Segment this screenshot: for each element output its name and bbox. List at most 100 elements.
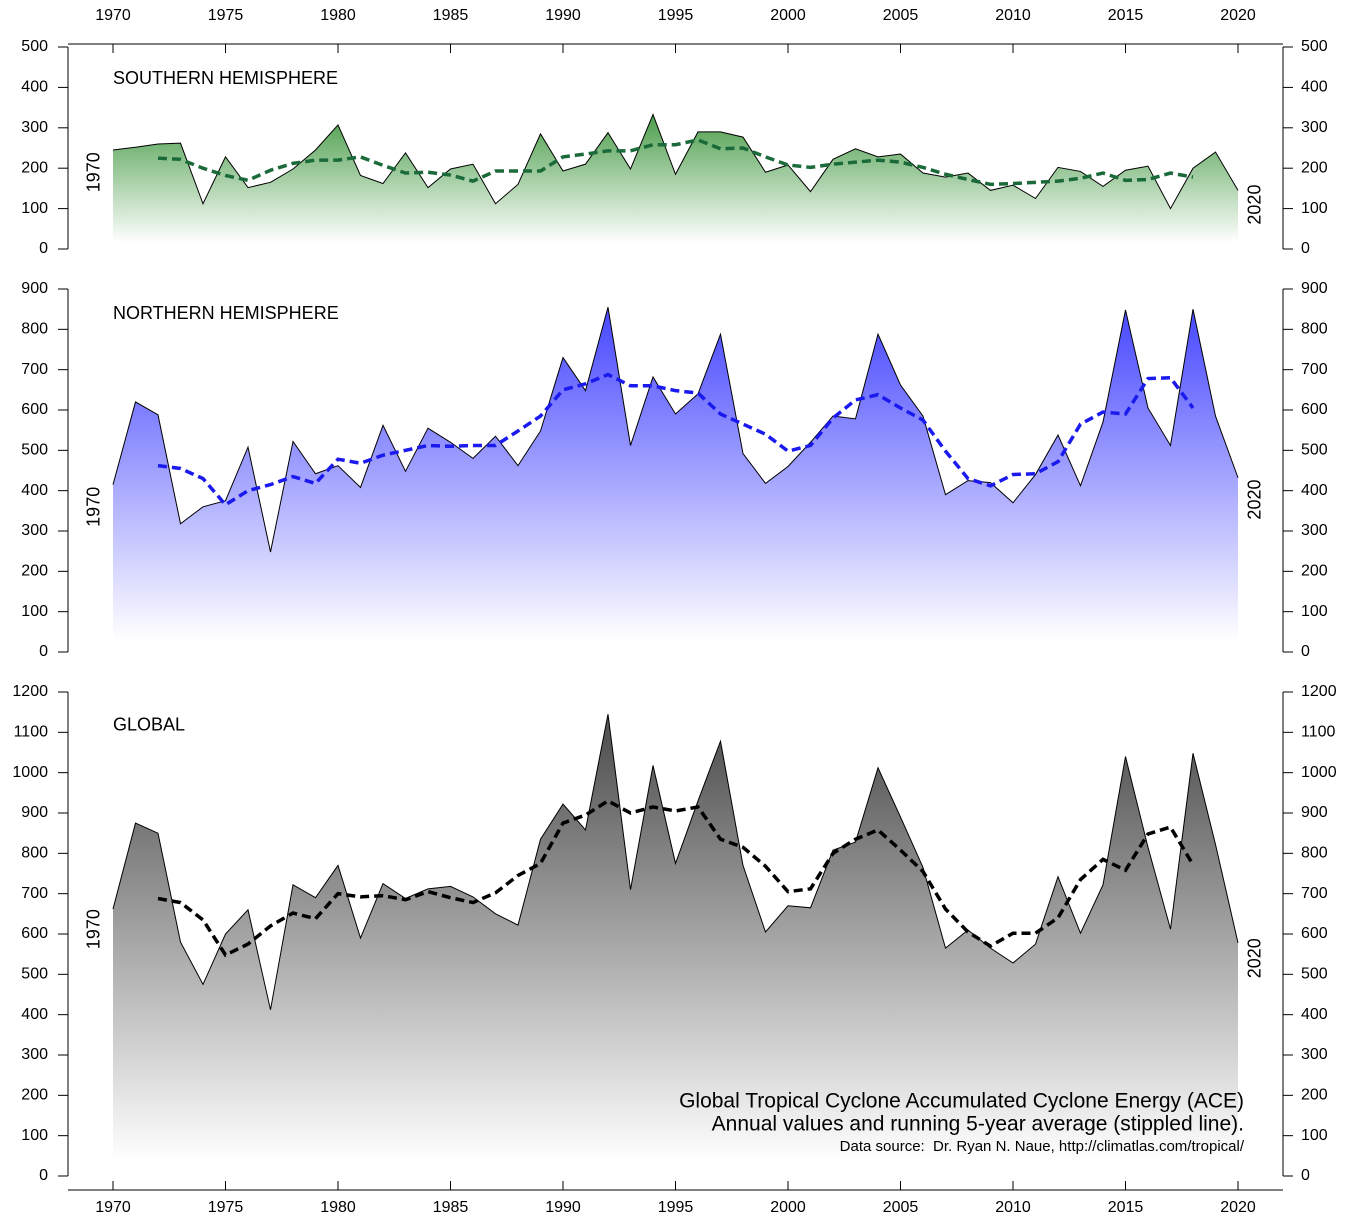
y-tick-label: 400 bbox=[1301, 1006, 1328, 1023]
y-tick-label: 400 bbox=[21, 79, 48, 96]
y-tick-label: 900 bbox=[21, 804, 48, 821]
y-tick-label: 300 bbox=[1301, 1046, 1328, 1063]
y-tick-label: 1000 bbox=[12, 764, 48, 781]
panel-title: GLOBAL bbox=[113, 714, 185, 734]
panel-title: SOUTHERN HEMISPHERE bbox=[113, 68, 338, 88]
x-tick-label: 2020 bbox=[1220, 7, 1256, 24]
y-tick-label: 500 bbox=[1301, 966, 1328, 983]
x-tick-label: 2010 bbox=[995, 1199, 1031, 1216]
x-tick-label: 2020 bbox=[1220, 1199, 1256, 1216]
x-tick-label: 2015 bbox=[1108, 1199, 1144, 1216]
panel-title: NORTHERN HEMISPHERE bbox=[113, 303, 339, 323]
end-year-label: 2020 bbox=[1245, 185, 1265, 225]
area bbox=[113, 714, 1238, 1176]
y-tick-label: 700 bbox=[1301, 361, 1328, 378]
x-tick-label: 2015 bbox=[1108, 7, 1144, 24]
y-tick-label: 500 bbox=[21, 442, 48, 459]
x-tick-label: 2005 bbox=[883, 1199, 919, 1216]
y-tick-label: 0 bbox=[1301, 240, 1310, 257]
running-average-line bbox=[157, 798, 1195, 958]
y-tick-label: 200 bbox=[1301, 563, 1328, 580]
note: Data source: Dr. Ryan N. Naue, http://cl… bbox=[840, 1138, 1245, 1155]
note: Global Tropical Cyclone Accumulated Cycl… bbox=[679, 1090, 1244, 1113]
y-tick-label: 600 bbox=[1301, 925, 1328, 942]
y-tick-label: 500 bbox=[1301, 442, 1328, 459]
annual-line bbox=[112, 113, 1239, 210]
x-tick-label: 1990 bbox=[545, 1199, 581, 1216]
end-year-label: 2020 bbox=[1245, 480, 1265, 520]
y-tick-label: 500 bbox=[1301, 38, 1328, 55]
y-tick-label: 100 bbox=[1301, 603, 1328, 620]
y-tick-label: 700 bbox=[1301, 885, 1328, 902]
y-tick-label: 0 bbox=[39, 240, 48, 257]
y-tick-label: 200 bbox=[21, 159, 48, 176]
y-tick-label: 800 bbox=[21, 845, 48, 862]
x-tick-label: 1980 bbox=[320, 7, 356, 24]
y-tick-label: 200 bbox=[21, 563, 48, 580]
y-tick-label: 500 bbox=[21, 38, 48, 55]
y-tick-label: 100 bbox=[21, 200, 48, 217]
y-tick-label: 600 bbox=[1301, 401, 1328, 418]
x-tick-label: 1990 bbox=[545, 7, 581, 24]
y-tick-label: 0 bbox=[39, 643, 48, 660]
y-tick-label: 400 bbox=[1301, 79, 1328, 96]
annual-line bbox=[112, 307, 1239, 553]
y-tick-label: 600 bbox=[21, 925, 48, 942]
y-tick-label: 1200 bbox=[1301, 683, 1337, 700]
y-tick-label: 0 bbox=[1301, 1167, 1310, 1184]
y-tick-label: 300 bbox=[21, 119, 48, 136]
y-tick-label: 900 bbox=[21, 280, 48, 297]
y-tick-label: 1100 bbox=[14, 724, 49, 741]
y-tick-label: 400 bbox=[21, 482, 48, 499]
x-tick-label: 1980 bbox=[320, 1199, 356, 1216]
x-tick-label: 2010 bbox=[995, 7, 1031, 24]
y-tick-label: 200 bbox=[21, 1087, 48, 1104]
y-tick-label: 700 bbox=[21, 361, 48, 378]
x-tick-label: 1985 bbox=[433, 7, 469, 24]
y-tick-label: 400 bbox=[21, 1006, 48, 1023]
y-tick-label: 100 bbox=[21, 1127, 48, 1144]
running-average-line bbox=[157, 372, 1195, 508]
y-tick-label: 800 bbox=[1301, 845, 1328, 862]
y-tick-label: 200 bbox=[1301, 1087, 1328, 1104]
x-tick-label: 1975 bbox=[208, 7, 244, 24]
x-tick-label: 1975 bbox=[208, 1199, 244, 1216]
x-tick-label: 2000 bbox=[770, 1199, 806, 1216]
y-tick-label: 900 bbox=[1301, 280, 1328, 297]
x-tick-label: 1995 bbox=[658, 7, 694, 24]
x-tick-label: 1995 bbox=[658, 1199, 694, 1216]
y-tick-label: 700 bbox=[21, 885, 48, 902]
x-tick-label: 1970 bbox=[95, 7, 131, 24]
annual-line bbox=[112, 714, 1239, 1010]
y-tick-label: 300 bbox=[21, 522, 48, 539]
y-tick-label: 200 bbox=[1301, 159, 1328, 176]
y-tick-label: 100 bbox=[21, 603, 48, 620]
start-year-label: 1970 bbox=[84, 909, 104, 949]
running-average-line bbox=[157, 138, 1194, 187]
y-tick-label: 1200 bbox=[12, 683, 48, 700]
area bbox=[113, 307, 1238, 652]
end-year-label: 2020 bbox=[1245, 938, 1265, 978]
y-tick-label: 600 bbox=[21, 401, 48, 418]
y-tick-label: 100 bbox=[1301, 200, 1328, 217]
x-tick-label: 2000 bbox=[770, 7, 806, 24]
area bbox=[113, 114, 1238, 249]
y-tick-label: 300 bbox=[1301, 119, 1328, 136]
y-tick-label: 0 bbox=[39, 1167, 48, 1184]
y-tick-label: 800 bbox=[21, 321, 48, 338]
y-tick-label: 800 bbox=[1301, 321, 1328, 338]
y-tick-label: 0 bbox=[1301, 643, 1310, 660]
y-tick-label: 300 bbox=[1301, 522, 1328, 539]
x-tick-label: 1985 bbox=[433, 1199, 469, 1216]
y-tick-label: 900 bbox=[1301, 804, 1328, 821]
x-tick-label: 1970 bbox=[95, 1199, 131, 1216]
y-tick-label: 1000 bbox=[1301, 764, 1337, 781]
x-tick-label: 2005 bbox=[883, 7, 919, 24]
start-year-label: 1970 bbox=[84, 487, 104, 527]
start-year-label: 1970 bbox=[84, 152, 104, 192]
y-tick-label: 500 bbox=[21, 966, 48, 983]
y-tick-label: 100 bbox=[1301, 1127, 1328, 1144]
y-tick-label: 1100 bbox=[1301, 724, 1336, 741]
y-tick-label: 300 bbox=[21, 1046, 48, 1063]
